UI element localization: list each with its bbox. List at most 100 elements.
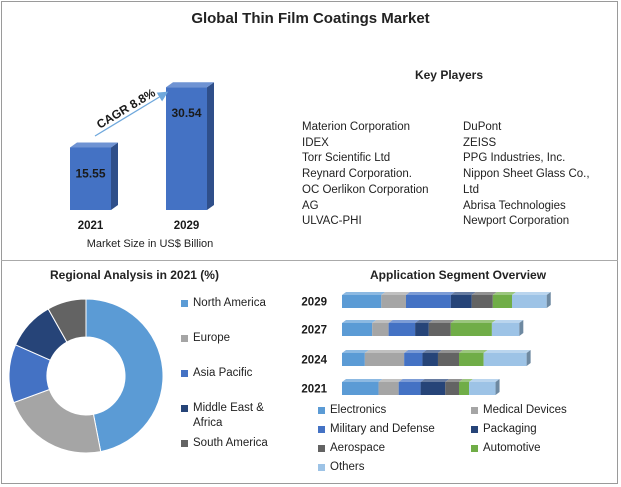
segment-bar: [469, 379, 500, 395]
market-bar: [166, 82, 214, 210]
application-legend-item: Packaging: [471, 422, 537, 437]
key-players-column-1: Materion Corporation IDEX Torr Scientific …: [302, 120, 429, 230]
segment-bar: [388, 320, 420, 336]
application-legend-item: Medical Devices: [471, 403, 567, 418]
key-players-title: Key Players: [414, 68, 484, 82]
segment-bar: [378, 379, 403, 395]
key-player-item: OC Oerlikon Corporation: [302, 183, 429, 196]
segment-bar: [428, 320, 455, 336]
legend-swatch: [318, 445, 325, 452]
legend-label: Others: [330, 461, 365, 473]
legend-swatch: [181, 440, 188, 447]
legend-swatch: [318, 407, 325, 414]
application-legend-item: Automotive: [471, 441, 541, 456]
segment-bar: [492, 292, 517, 308]
section-divider: [1, 260, 618, 261]
segment-bar: [445, 379, 463, 395]
legend-swatch: [471, 426, 478, 433]
market-size-caption: Market Size in US$ Billion: [86, 238, 214, 250]
market-bar: [70, 142, 118, 210]
regional-donut-chart: [8, 298, 164, 454]
market-size-chart: 15.55 2021 30.54 2029 CAGR 8.8%: [70, 82, 214, 232]
regional-legend-item: South America: [181, 436, 276, 451]
legend-label: North America: [193, 297, 266, 309]
application-legend-item: Aerospace: [318, 441, 385, 456]
legend-label: South America: [193, 437, 268, 449]
segment-bar: [364, 350, 409, 366]
segment-bar: [491, 320, 524, 336]
key-player-item: DuPont: [463, 121, 502, 133]
application-legend-item: Electronics: [318, 403, 386, 418]
key-player-item: ZEISS: [463, 136, 497, 149]
segment-year-label: 2029: [301, 297, 327, 309]
market-year-label: 2029: [174, 220, 200, 232]
legend-swatch: [181, 405, 188, 412]
legend-label: Asia Pacific: [193, 367, 253, 379]
key-player-item: Newport Corporation: [463, 215, 570, 228]
key-player-item: Ltd: [463, 183, 479, 196]
donut-slice: [85, 298, 164, 453]
legend-label: Packaging: [483, 423, 537, 435]
regional-legend-item: North America: [181, 296, 276, 311]
legend-label: Europe: [193, 332, 231, 344]
legend-label: Military and Defense: [330, 423, 435, 435]
segment-bar: [342, 350, 369, 366]
donut-slice: [13, 388, 102, 454]
segment-bar: [483, 350, 531, 366]
legend-swatch: [318, 464, 325, 471]
key-player-item: Abrisa Technologies: [463, 199, 566, 212]
key-player-item: IDEX: [302, 136, 329, 149]
regional-legend-item: Middle East & Africa: [181, 401, 276, 431]
market-bar-value-label: 15.55: [75, 166, 105, 180]
key-player-item: ULVAC-PHI: [302, 215, 362, 228]
market-bar-value-label: 30.54: [171, 106, 201, 120]
legend-label: Aerospace: [330, 442, 385, 454]
legend-label: Electronics: [330, 404, 387, 416]
key-player-item: Nippon Sheet Glass Co.,: [463, 168, 590, 181]
segment-bar: [415, 320, 433, 336]
segment-bar: [342, 320, 377, 336]
legend-swatch: [181, 300, 188, 307]
key-player-item: Materion Corporation: [302, 121, 411, 133]
segment-bar: [342, 379, 383, 395]
segment-bar: [342, 292, 386, 308]
legend-swatch: [471, 407, 478, 414]
cagr-arrow: [94, 91, 169, 137]
segment-bar: [398, 379, 425, 395]
legend-swatch: [471, 445, 478, 452]
segment-bar: [420, 379, 450, 395]
segment-bar: [422, 350, 442, 366]
segment-year-label: 2021: [301, 384, 327, 396]
segment-bar: [458, 350, 488, 366]
segment-bar: [437, 350, 463, 366]
segment-bar: [404, 350, 427, 366]
segment-bar: [450, 320, 496, 336]
legend-label: Middle East & Africa: [193, 402, 264, 429]
application-segment-title: Application Segment Overview: [370, 268, 547, 282]
key-player-item: AG: [302, 199, 319, 212]
market-year-label: 2021: [78, 220, 104, 232]
regional-legend-item: Asia Pacific: [181, 366, 276, 381]
legend-label: Medical Devices: [483, 404, 567, 416]
legend-swatch: [318, 426, 325, 433]
application-segment-chart: 2029 2027 2024 2021: [301, 292, 551, 396]
regional-legend-item: Europe: [181, 331, 276, 346]
segment-bar: [471, 292, 497, 308]
segment-bar: [381, 292, 410, 308]
legend-swatch: [181, 335, 188, 342]
key-player-item: PPG Industries, Inc.: [463, 152, 566, 165]
key-players-column-2: DuPont ZEISS PPG Industries, Inc. Nippon Sh…: [463, 120, 590, 230]
legend-label: Automotive: [483, 442, 541, 454]
donut-slice: [47, 298, 87, 343]
page-title: Global Thin Film Coatings Market: [191, 10, 430, 27]
application-legend-item: Military and Defense: [318, 422, 435, 437]
segment-bar: [372, 320, 393, 336]
cagr-annotation: CAGR 8.8%: [94, 85, 158, 131]
segment-bar: [450, 292, 476, 308]
key-player-item: Reynard Corporation.: [302, 168, 412, 181]
legend-swatch: [181, 370, 188, 377]
application-legend-item: Others: [318, 460, 365, 475]
segment-bar: [405, 292, 455, 308]
segment-bar: [458, 379, 474, 395]
